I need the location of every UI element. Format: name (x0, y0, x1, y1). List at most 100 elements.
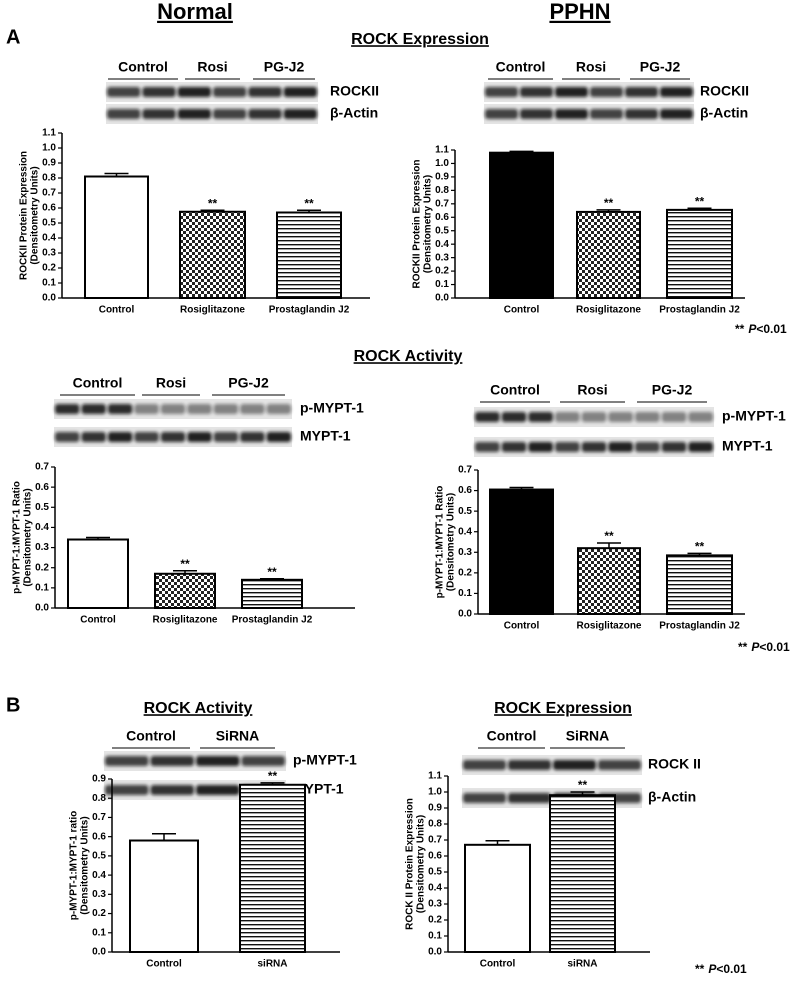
blot-band (598, 760, 641, 770)
y-tick-label: 0.7 (428, 835, 442, 846)
bar (129, 839, 199, 953)
band-label: β-Actin (330, 105, 378, 121)
significance-mark: ** (695, 539, 705, 553)
blot-band (555, 412, 580, 422)
significance-note: ** P<0.01 (738, 640, 790, 654)
x-tick-label: Control (504, 305, 540, 316)
bar (84, 175, 149, 299)
blot-band (213, 432, 239, 442)
band-label: ROCK II (648, 756, 701, 772)
lane-group-label: Rosi (576, 59, 606, 75)
blot-band (508, 760, 551, 770)
blot-band (150, 785, 194, 795)
y-tick-label: 0.5 (458, 506, 472, 517)
panel-label: A (6, 26, 20, 48)
y-tick-label: 0.3 (35, 542, 49, 553)
y-axis-label: p-MYPT-1:MYPT-1 Ratio (12, 481, 23, 594)
significance-mark: ** (695, 194, 705, 208)
y-tick-label: 0.2 (458, 567, 472, 578)
blot-band (581, 412, 607, 422)
y-tick-label: 1.1 (435, 145, 449, 156)
blot-band (590, 109, 623, 119)
y-axis-label: (Densitometry Units) (23, 488, 34, 586)
y-tick-label: 0.9 (42, 158, 56, 169)
lane-group-label: Rosi (577, 382, 607, 398)
blot-band (283, 109, 317, 119)
bar (489, 488, 554, 615)
lane-group-label: SiRNA (216, 728, 260, 744)
band-label: MYPT-1 (300, 428, 351, 444)
blot-band (463, 760, 506, 770)
y-tick-label: 0.4 (35, 522, 49, 533)
blot-band (555, 442, 580, 452)
y-tick-label: 0.6 (458, 485, 472, 496)
note-threshold: <0.01 (716, 962, 747, 976)
note-stars: ** (738, 640, 748, 654)
blot-band (475, 442, 500, 452)
blot-band (660, 87, 693, 97)
x-tick-label: Prostaglandin J2 (269, 305, 350, 316)
bar (577, 547, 641, 616)
note-p: P (708, 962, 717, 976)
blot-band (283, 87, 317, 97)
y-tick-label: 0.5 (92, 851, 106, 862)
blot-band (240, 432, 265, 442)
blot-band (266, 432, 291, 442)
note-stars: ** (695, 962, 705, 976)
band-label: β-Actin (700, 105, 748, 121)
significance-note: ** P<0.01 (735, 322, 787, 336)
y-tick-label: 0.0 (435, 293, 449, 304)
blot-band (501, 412, 527, 422)
y-tick-label: 0.0 (35, 603, 49, 614)
x-tick-label: Control (504, 621, 540, 632)
note-threshold: <0.01 (756, 322, 787, 336)
blot-band (553, 760, 596, 770)
significance-note: ** P<0.01 (695, 962, 747, 976)
blot-band (107, 109, 141, 119)
column-title: PPHN (549, 0, 610, 24)
y-tick-label: 0.1 (42, 278, 56, 289)
y-tick-label: 0.3 (42, 248, 56, 259)
x-tick-label: Control (480, 959, 516, 970)
significance-mark: ** (180, 557, 190, 571)
y-tick-label: 0.3 (458, 547, 472, 558)
blot-band (485, 109, 518, 119)
y-tick-label: 0.8 (42, 173, 56, 184)
band-label: MYPT-1 (722, 438, 773, 454)
blot-band (196, 785, 240, 795)
bar (666, 208, 733, 299)
lane-group-label: Control (73, 375, 123, 391)
blot-band (555, 87, 588, 97)
y-tick-label: 0.5 (42, 218, 56, 229)
section-title: ROCK Expression (351, 31, 489, 48)
blot-band (520, 109, 553, 119)
y-axis-label: (Densitometry Units) (416, 815, 427, 913)
section-title: ROCK Expression (494, 700, 632, 717)
y-tick-label: 0.2 (428, 915, 442, 926)
significance-mark: ** (267, 565, 277, 579)
panel-label: B (6, 694, 20, 716)
y-tick-label: 0.2 (42, 263, 56, 274)
lane-group-label: PG-J2 (640, 59, 681, 75)
y-tick-label: 0.9 (435, 172, 449, 183)
significance-mark: ** (604, 529, 614, 543)
blot-band (608, 412, 633, 422)
x-tick-label: Control (146, 959, 182, 970)
y-tick-label: 0.3 (428, 899, 442, 910)
band-label: ROCKII (700, 83, 749, 99)
y-axis-label: ROCKII Protein Expression (19, 151, 30, 280)
blot-band (248, 87, 282, 97)
significance-mark: ** (268, 769, 278, 783)
blot-band (107, 432, 133, 442)
bar (241, 578, 303, 609)
y-tick-label: 0.1 (428, 931, 442, 942)
blot-band (187, 432, 212, 442)
bar (489, 151, 554, 299)
y-tick-label: 0.6 (35, 482, 49, 493)
y-tick-label: 1.0 (435, 158, 449, 169)
x-tick-label: siRNA (567, 959, 597, 970)
blot-band (266, 404, 291, 414)
y-tick-label: 0.7 (458, 465, 472, 476)
y-tick-label: 0.0 (92, 947, 106, 958)
